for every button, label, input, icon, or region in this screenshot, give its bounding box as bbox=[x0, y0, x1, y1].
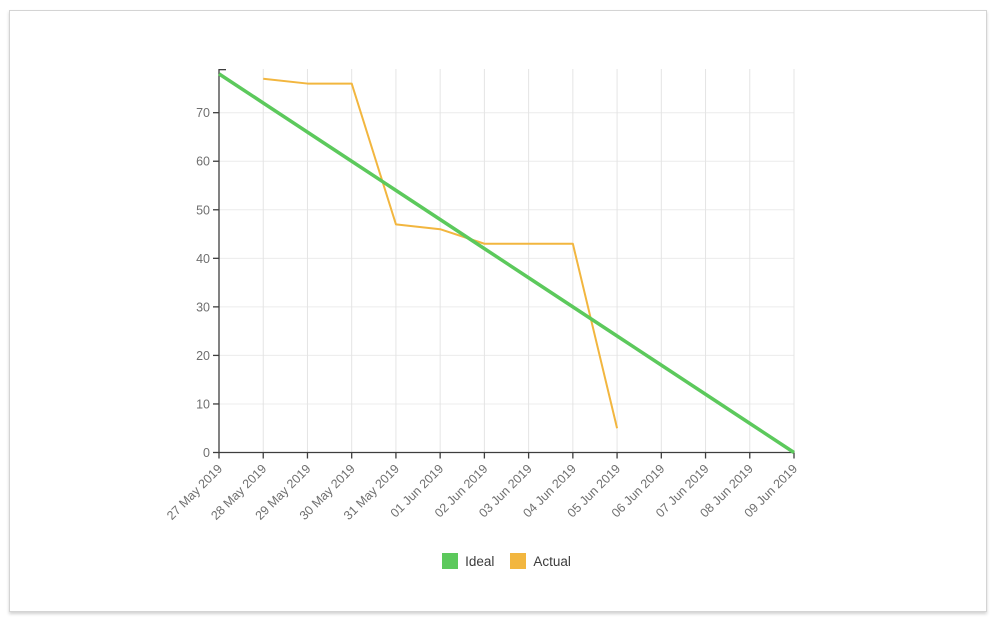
legend-item-actual[interactable]: Actual bbox=[510, 553, 571, 569]
axes bbox=[213, 69, 795, 459]
svg-text:20: 20 bbox=[196, 349, 210, 363]
svg-text:70: 70 bbox=[196, 106, 210, 120]
vertical-gridlines bbox=[262, 69, 795, 453]
svg-text:0: 0 bbox=[203, 446, 210, 460]
actual-series-swatch bbox=[510, 553, 527, 569]
svg-text:40: 40 bbox=[196, 252, 210, 266]
y-tick-labels: 0 10 20 30 40 50 60 70 bbox=[196, 106, 210, 460]
ideal-series-swatch bbox=[442, 553, 459, 569]
ideal-legend-label: Ideal bbox=[465, 553, 495, 569]
svg-text:60: 60 bbox=[196, 155, 210, 169]
actual-series-line bbox=[263, 77, 619, 429]
actual-legend-label: Actual bbox=[533, 553, 571, 569]
svg-text:10: 10 bbox=[196, 397, 210, 411]
svg-text:30: 30 bbox=[196, 300, 210, 314]
legend-item-ideal[interactable]: Ideal bbox=[442, 553, 494, 569]
chart-legend: Ideal Actual bbox=[219, 549, 794, 573]
svg-text:50: 50 bbox=[196, 203, 210, 217]
screenshot-card: 0 10 20 30 40 50 60 70 27 May 2019 28 May 2019 29 … bbox=[9, 10, 987, 612]
horizontal-gridlines bbox=[219, 112, 794, 405]
ideal-series-line bbox=[218, 72, 795, 454]
